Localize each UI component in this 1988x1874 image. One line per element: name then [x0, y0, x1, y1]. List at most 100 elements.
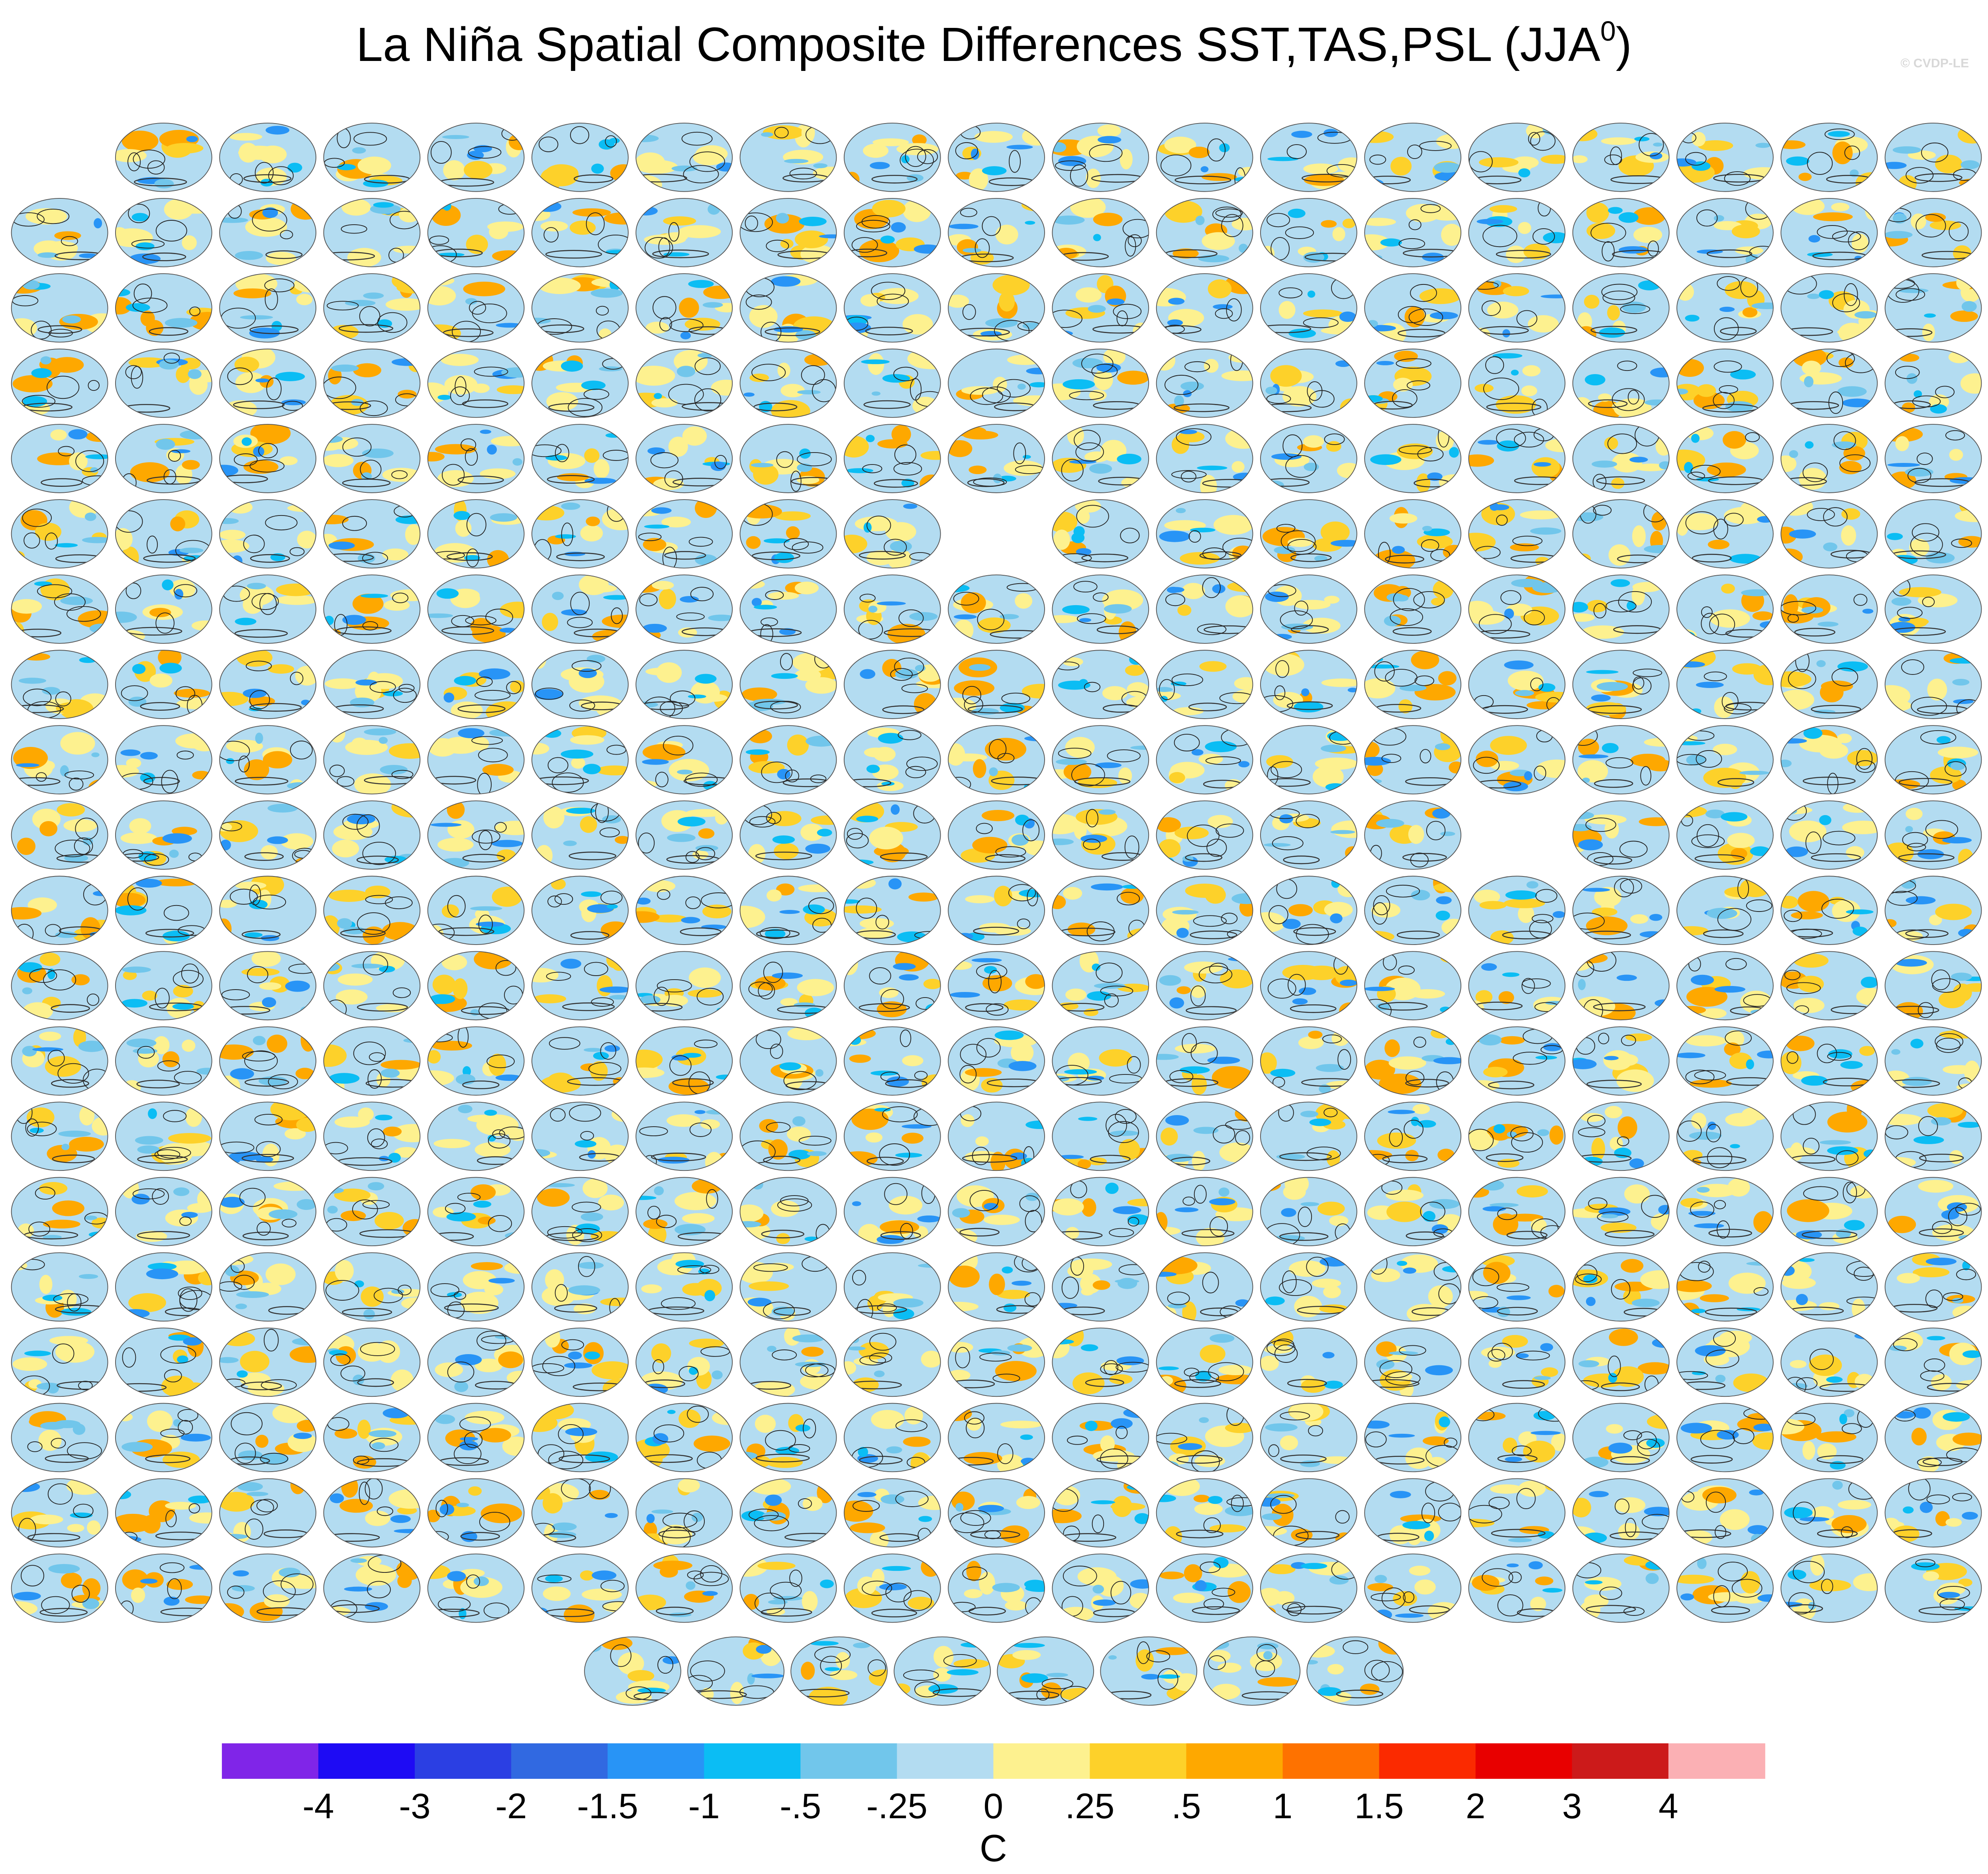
pressure-contour: [163, 1110, 187, 1122]
cool-anomaly: [1327, 731, 1353, 741]
map-panel: [1676, 725, 1774, 794]
cool-anomaly: [169, 849, 179, 858]
warm-anomaly: [679, 298, 699, 318]
cool-anomaly: [243, 688, 267, 698]
map-field: [220, 1102, 316, 1171]
pressure-contour: [1578, 1127, 1606, 1137]
pressure-contour: [1586, 1080, 1642, 1089]
map-outline: [1780, 122, 1878, 192]
pressure-contour: [495, 960, 516, 976]
title-text: La Niña Spatial Composite Differences SS…: [356, 18, 1600, 71]
pressure-contour: [1607, 433, 1637, 454]
map-outline: [1260, 122, 1357, 192]
pressure-contour: [871, 174, 918, 184]
pressure-contour: [155, 220, 187, 242]
warm-anomaly: [1727, 833, 1755, 848]
pressure-contour: [1017, 918, 1030, 929]
warm-anomaly: [700, 1119, 720, 1129]
map-field: [532, 1253, 628, 1321]
warm-anomaly: [948, 440, 972, 457]
map-panel: [1780, 424, 1878, 493]
pressure-contour: [1919, 1228, 1964, 1237]
pressure-contour: [1127, 1056, 1141, 1074]
cool-anomaly: [1931, 1117, 1951, 1126]
cool-anomaly: [861, 359, 890, 365]
cool-anomaly: [1063, 379, 1095, 390]
cool-anomaly: [1816, 660, 1826, 667]
pressure-contour: [52, 1343, 75, 1364]
warm-anomaly: [872, 200, 906, 218]
pressure-contour: [268, 166, 294, 185]
cool-anomaly: [1316, 1064, 1344, 1072]
cool-anomaly: [682, 1053, 702, 1058]
map-outline: [1364, 198, 1462, 267]
cool-anomaly: [874, 1108, 891, 1112]
pressure-contour: [596, 306, 609, 316]
map-outline: [115, 725, 212, 794]
pressure-contour: [241, 930, 281, 939]
warm-anomaly: [1428, 1285, 1453, 1307]
map-panel: [323, 574, 421, 644]
pressure-contour: [1279, 1232, 1329, 1241]
pressure-contour: [586, 212, 605, 235]
pressure-contour: [568, 398, 603, 417]
map-panel: [843, 499, 941, 568]
map-outline: [1780, 1177, 1878, 1247]
pressure-contour: [1278, 287, 1303, 298]
pressure-contour: [1488, 1080, 1535, 1090]
warm-anomaly: [651, 398, 678, 408]
pressure-contour: [869, 1353, 892, 1363]
cool-anomaly: [1396, 1260, 1408, 1266]
warm-anomaly: [1752, 611, 1773, 621]
pressure-contour: [1529, 919, 1552, 939]
cool-anomaly: [285, 980, 310, 992]
map-field: [1572, 1102, 1669, 1171]
cool-anomaly: [888, 878, 902, 890]
map-outline: [531, 499, 629, 568]
warm-anomaly: [596, 975, 613, 996]
map-panel: [843, 349, 941, 418]
map-panel: [1364, 800, 1462, 870]
cool-anomaly: [499, 627, 518, 633]
warm-anomaly: [220, 529, 246, 540]
cool-anomaly: [1895, 959, 1927, 967]
pressure-contour: [1512, 535, 1543, 546]
pressure-contour: [685, 851, 700, 863]
pressure-contour: [605, 135, 617, 148]
warm-anomaly: [1329, 1215, 1349, 1226]
map-outline: [635, 951, 733, 1021]
cool-anomaly: [774, 552, 794, 563]
cool-anomaly: [1172, 910, 1199, 915]
warm-anomaly: [1510, 543, 1539, 551]
warm-anomaly: [60, 732, 95, 755]
warm-anomaly: [1365, 1150, 1392, 1160]
cool-anomaly: [1130, 745, 1149, 750]
warm-anomaly: [1577, 312, 1592, 331]
pressure-contour: [652, 249, 709, 259]
cool-anomaly: [1191, 749, 1204, 756]
warm-anomaly: [170, 516, 185, 531]
map-outline: [219, 574, 317, 644]
pressure-contour: [282, 401, 303, 411]
cool-anomaly: [1207, 1057, 1240, 1064]
warm-anomaly: [1707, 462, 1746, 477]
pressure-contour: [745, 294, 772, 310]
warm-anomaly: [672, 762, 706, 772]
warm-anomaly: [598, 1194, 624, 1211]
cool-anomaly: [237, 1370, 248, 1378]
map-field: [323, 198, 420, 267]
map-panel: [948, 951, 1045, 1021]
cool-anomaly: [1271, 634, 1292, 640]
pressure-contour: [137, 1155, 188, 1164]
map-field: [115, 1253, 212, 1321]
cool-anomaly: [1659, 461, 1669, 470]
map-panel: [1468, 951, 1566, 1021]
map-outline: [11, 725, 108, 794]
map-field: [532, 500, 628, 568]
map-field: [636, 650, 733, 719]
map-panel: [1364, 273, 1462, 343]
map-field: [1885, 273, 1982, 342]
warm-anomaly: [1781, 1300, 1817, 1311]
warm-anomaly: [1837, 328, 1866, 336]
warm-anomaly: [872, 138, 909, 146]
